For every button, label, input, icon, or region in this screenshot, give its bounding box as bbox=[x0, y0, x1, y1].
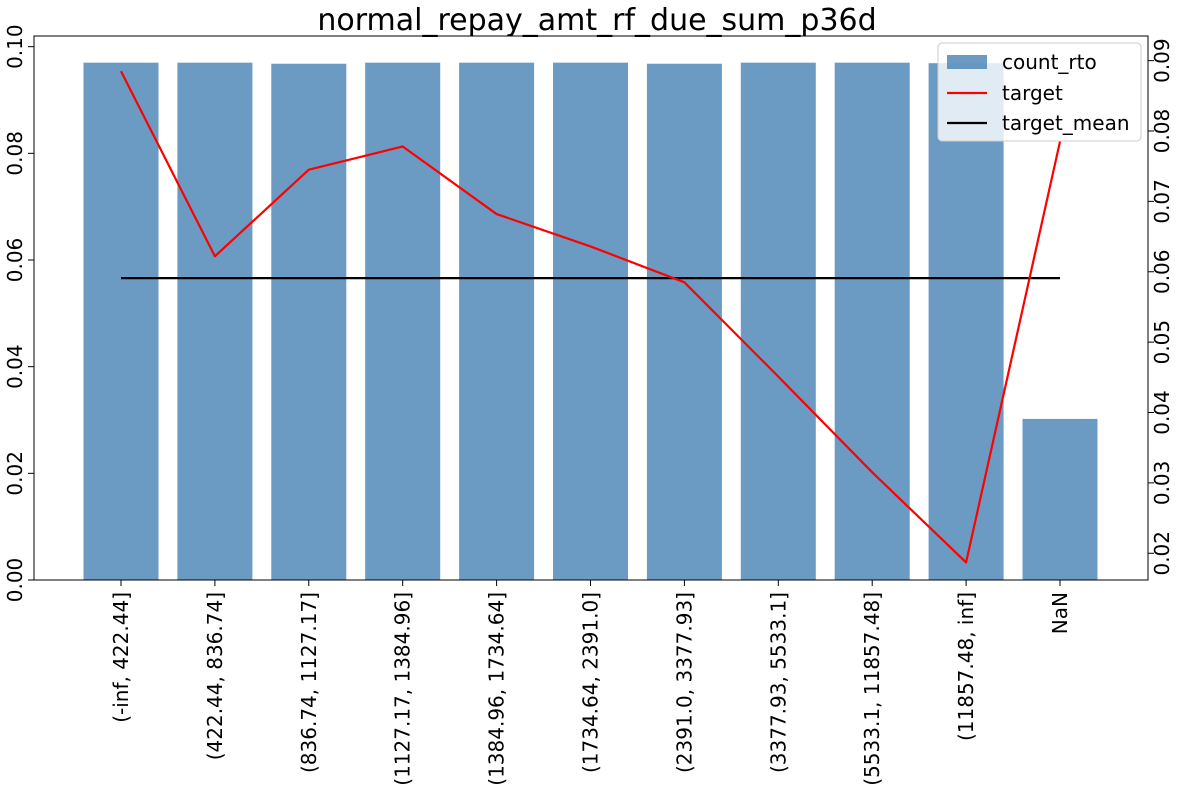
series-line-target bbox=[120, 70, 1062, 564]
y-right-tick-label: 0.05 bbox=[1150, 320, 1174, 365]
legend-label-count_rto: count_rto bbox=[1002, 50, 1097, 74]
legend-swatch-count_rto bbox=[947, 55, 987, 69]
x-tick-label: (3377.93, 5533.1] bbox=[766, 592, 790, 773]
bar bbox=[553, 62, 628, 580]
y-right-tick-label: 0.09 bbox=[1150, 38, 1174, 83]
x-tick-label: (1384.96, 1734.64] bbox=[485, 592, 509, 786]
y-left-tick-label: 0.10 bbox=[3, 24, 27, 69]
bar bbox=[646, 63, 722, 580]
y-right-tick-label: 0.03 bbox=[1150, 461, 1174, 506]
legend-label-target: target bbox=[1002, 81, 1063, 105]
y-right-tick-label: 0.07 bbox=[1150, 179, 1174, 224]
bar bbox=[177, 62, 253, 580]
y-left-tick-label: 0.04 bbox=[3, 344, 27, 389]
lines-layer bbox=[120, 70, 1062, 564]
bar bbox=[928, 63, 1004, 580]
x-tick-label: (-inf, 422.44] bbox=[109, 592, 133, 723]
y-right-tick-label: 0.08 bbox=[1150, 109, 1174, 154]
y-left-tick-label: 0.06 bbox=[3, 238, 27, 283]
y-left-tick-label: 0.08 bbox=[3, 131, 27, 176]
axes-layer: 0.00 0.02 0.04 0.06 0.08 0.10 0.02 0.03 0.04 0.05… bbox=[3, 24, 1174, 785]
x-tick-label: (836.74, 1127.17] bbox=[297, 592, 321, 773]
x-tick-label: (1734.64, 2391.0] bbox=[579, 592, 603, 773]
legend-label-target_mean: target_mean bbox=[1002, 111, 1130, 135]
bar bbox=[459, 62, 535, 580]
x-tick-label: NaN bbox=[1048, 592, 1072, 634]
y-left-tick-label: 0.02 bbox=[3, 451, 27, 496]
x-tick-label: (422.44, 836.74] bbox=[203, 592, 227, 760]
bar bbox=[365, 62, 441, 580]
legend-box bbox=[937, 42, 1142, 142]
y-right-tick-label: 0.04 bbox=[1150, 390, 1174, 435]
bar bbox=[834, 62, 910, 580]
bar bbox=[740, 62, 816, 580]
y-right-tick-label: 0.06 bbox=[1150, 249, 1174, 294]
bar bbox=[1022, 418, 1098, 580]
bars-layer bbox=[83, 62, 1098, 580]
x-tick-label: (2391.0, 3377.93] bbox=[672, 592, 696, 773]
x-tick-label: (5533.1, 11857.48] bbox=[860, 592, 884, 786]
bar bbox=[271, 63, 347, 580]
chart-title: normal_repay_amt_rf_due_sum_p36d bbox=[317, 3, 876, 38]
y-left-tick-label: 0.00 bbox=[3, 558, 27, 603]
bar bbox=[83, 62, 159, 580]
x-tick-label: (1127.17, 1384.96] bbox=[391, 592, 415, 786]
y-right-tick-label: 0.02 bbox=[1150, 531, 1174, 576]
x-tick-label: (11857.48, inf] bbox=[954, 592, 978, 741]
